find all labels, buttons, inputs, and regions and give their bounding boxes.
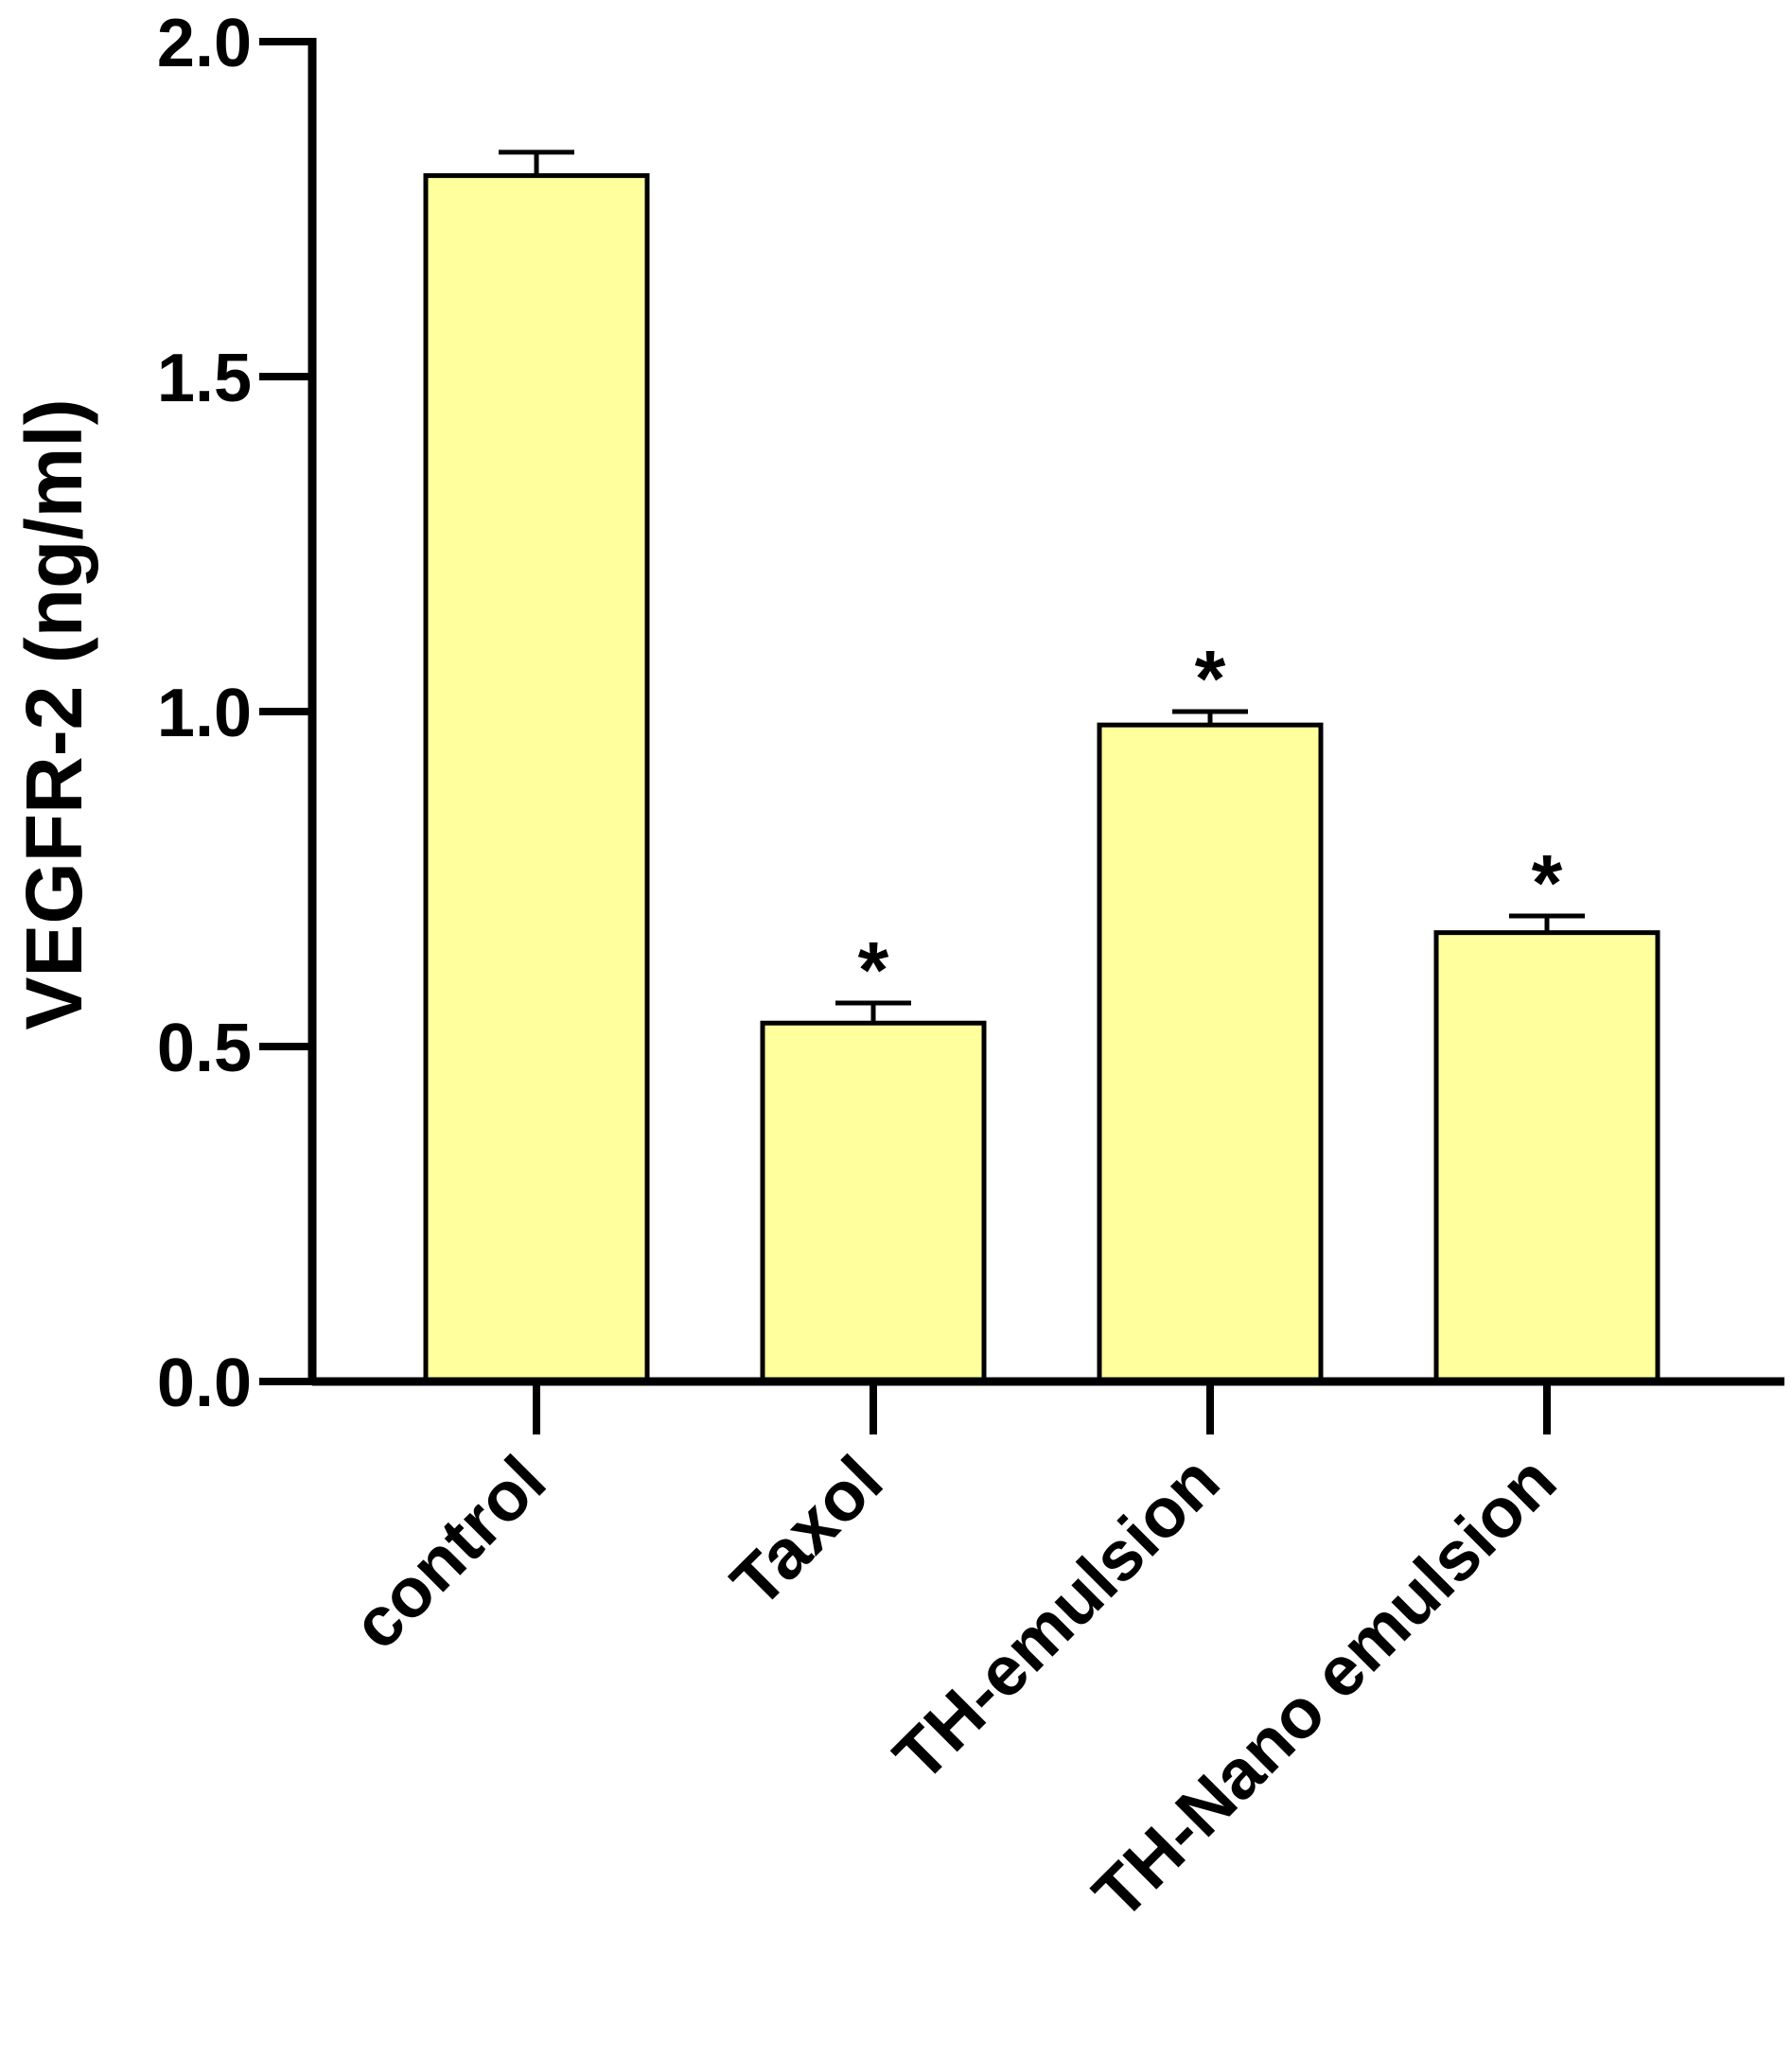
bar-2	[1097, 722, 1324, 1384]
significance-mark-3: *	[1532, 838, 1563, 927]
y-tick-label-2: 1.0	[157, 676, 252, 751]
y-tick-label-1: 0.5	[157, 1011, 252, 1086]
y-axis: 0.0 0.5 1.0 1.5 2.0	[157, 6, 317, 1421]
bar-3	[1433, 930, 1660, 1384]
y-axis-title: VEGFR-2 (ng/ml)	[9, 398, 98, 1030]
x-tick-label-1: Taxol	[716, 1441, 897, 1622]
bar-0	[423, 173, 650, 1384]
y-tick-label-3: 1.5	[157, 341, 252, 416]
significance-mark-2: *	[1195, 634, 1226, 723]
bar-1	[760, 1020, 987, 1384]
significance-mark-1: *	[858, 925, 889, 1014]
x-tick-label-0: control	[337, 1441, 560, 1664]
x-tick-label-2: TH-emulsion	[879, 1441, 1235, 1797]
y-tick-label-0: 0.0	[157, 1346, 252, 1421]
bars-group: * * *	[423, 150, 1660, 1384]
y-tick-label-4: 2.0	[157, 6, 252, 81]
